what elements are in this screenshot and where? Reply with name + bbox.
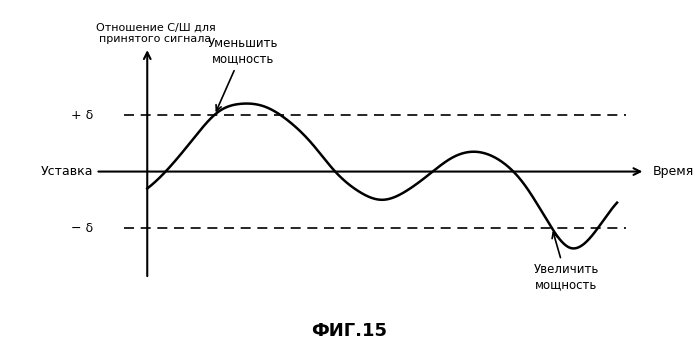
Text: Уставка: Уставка bbox=[41, 165, 93, 178]
Text: Увеличить
мощность: Увеличить мощность bbox=[533, 232, 599, 291]
Text: Время: Время bbox=[652, 165, 693, 178]
Text: + δ: + δ bbox=[71, 109, 93, 121]
Text: ФИГ.15: ФИГ.15 bbox=[312, 322, 387, 340]
Text: − δ: − δ bbox=[71, 221, 93, 235]
Text: Отношение С/Ш для
принятого сигнала: Отношение С/Ш для принятого сигнала bbox=[96, 23, 215, 44]
Text: Уменьшить
мощность: Уменьшить мощность bbox=[208, 37, 278, 111]
